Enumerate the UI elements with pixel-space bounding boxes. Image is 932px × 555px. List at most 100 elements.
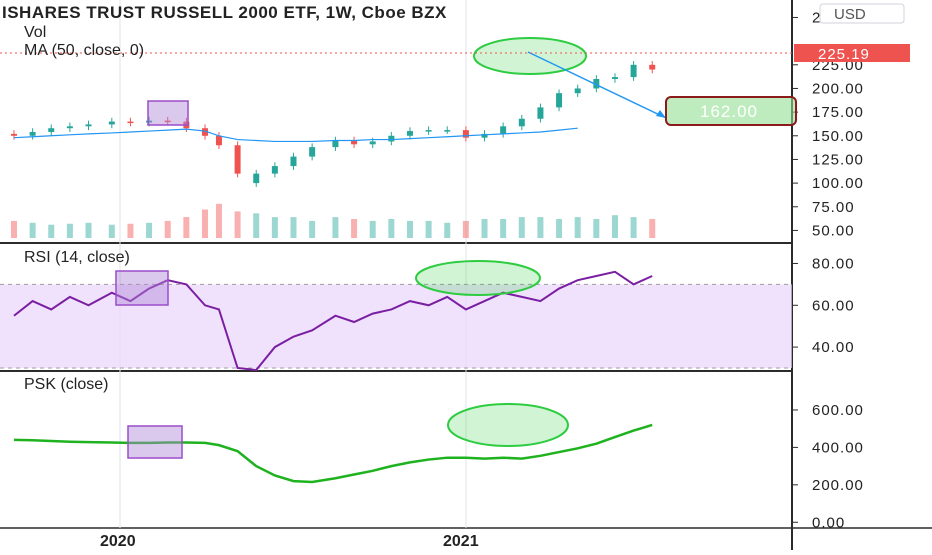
candle-body: [369, 141, 376, 145]
candle-body: [309, 147, 316, 157]
volume-bar: [556, 219, 563, 238]
candle-body: [146, 120, 153, 123]
rsi-band-layer: [0, 283, 792, 369]
price-tick-label: 50.00: [812, 222, 855, 239]
volume-bar: [425, 220, 432, 238]
volume-bar: [611, 215, 618, 238]
ma-layer: [13, 127, 578, 143]
volume-bar: [351, 219, 358, 238]
rsi-tick-label: 60.00: [812, 297, 855, 314]
volume-bar: [29, 222, 36, 238]
volume-bar: [388, 219, 395, 238]
volume-bar: [127, 223, 134, 238]
psk-line: [13, 423, 653, 484]
volume-bar: [66, 223, 73, 238]
candle-body: [127, 121, 134, 124]
volume-bar: [164, 220, 171, 238]
volume-bar: [146, 222, 153, 238]
volume-bar: [271, 217, 278, 238]
volume-bar: [108, 224, 115, 238]
volume-bar: [630, 217, 637, 238]
projection-arrow: [527, 51, 667, 119]
psk-tick-label: 400.00: [812, 439, 864, 456]
rsi-tick-label: 80.00: [812, 255, 855, 272]
rsi-layer: [13, 270, 653, 372]
candle-body: [518, 118, 525, 127]
psk-tick-label: 600.00: [812, 402, 864, 419]
price-tick-label: 175.00: [812, 104, 864, 121]
ma-label: MA (50, close, 0): [24, 42, 144, 59]
candle-body: [593, 78, 600, 89]
rsi-tick-label: 40.00: [812, 339, 855, 356]
volume-bar: [406, 220, 413, 238]
x-label-2020: 2020: [100, 533, 136, 550]
candle-body: [290, 156, 297, 167]
highlight-ellipse-rsi: [415, 260, 541, 296]
candle-body: [574, 88, 581, 94]
candle-body: [85, 124, 92, 127]
volume-bar: [234, 211, 241, 238]
price-tick-label: 75.00: [812, 199, 855, 216]
volume-bar: [10, 220, 17, 238]
candle-body: [649, 64, 656, 70]
highlight-box-price: [147, 100, 189, 126]
volume-layer: [10, 203, 656, 238]
candle-body: [611, 77, 618, 79]
rsi-title: RSI (14, close): [24, 249, 130, 266]
candle-body: [500, 126, 507, 134]
psk-layer: [13, 423, 653, 484]
rsi-band: [0, 284, 792, 368]
price-tick-label: 100.00: [812, 175, 864, 192]
symbol-title: ISHARES TRUST RUSSELL 2000 ETF, 1W, Cboe…: [2, 3, 447, 22]
candle-body: [462, 130, 469, 138]
candle-body: [351, 140, 358, 145]
volume-bar: [309, 220, 316, 238]
candle-body: [164, 120, 171, 123]
candle-body: [406, 131, 413, 136]
candle-body: [108, 121, 115, 125]
highlight-box-psk: [127, 425, 183, 459]
volume-bar: [85, 222, 92, 238]
volume-bar: [48, 224, 55, 238]
volume-bar: [332, 217, 339, 238]
candle-body: [48, 128, 55, 132]
x-label-2021: 2021: [443, 533, 479, 550]
price-tick-label: 200.00: [812, 80, 864, 97]
candle-body: [444, 130, 451, 132]
candle-body: [537, 107, 544, 119]
target-label-box: [665, 96, 797, 126]
psk-tick-label: 200.00: [812, 477, 864, 494]
candle-body: [481, 133, 488, 138]
volume-bar: [574, 217, 581, 238]
volume-bar: [593, 219, 600, 238]
volume-bar: [215, 203, 222, 238]
volume-bar: [201, 209, 208, 238]
target-label: 162.00: [700, 102, 758, 121]
candle-body: [425, 130, 432, 132]
psk-title: PSK (close): [24, 376, 108, 393]
projection-arrowhead: [656, 110, 666, 118]
volume-bar: [462, 220, 469, 238]
volume-bar: [537, 217, 544, 238]
candle-body: [388, 135, 395, 142]
currency-badge[interactable]: [819, 3, 905, 24]
candle-body: [271, 166, 278, 174]
highlight-ellipse-psk: [447, 403, 569, 447]
last-price-badge: [794, 44, 910, 62]
candle-body: [201, 128, 208, 136]
volume-bar: [369, 220, 376, 238]
price-tick-label: 125.00: [812, 151, 864, 168]
candle-body: [10, 133, 17, 136]
highlight-ellipse-price: [473, 37, 587, 75]
ma-line: [13, 127, 578, 143]
psk-tick-label: 0.00: [812, 514, 845, 531]
volume-bar: [481, 219, 488, 238]
volume-bar: [183, 217, 190, 238]
volume-bar: [518, 217, 525, 238]
candle-body: [215, 135, 222, 146]
last-price-label: 225.19: [818, 46, 870, 63]
volume-bar: [290, 217, 297, 238]
candle-body: [29, 131, 36, 136]
volume-bar: [444, 222, 451, 238]
